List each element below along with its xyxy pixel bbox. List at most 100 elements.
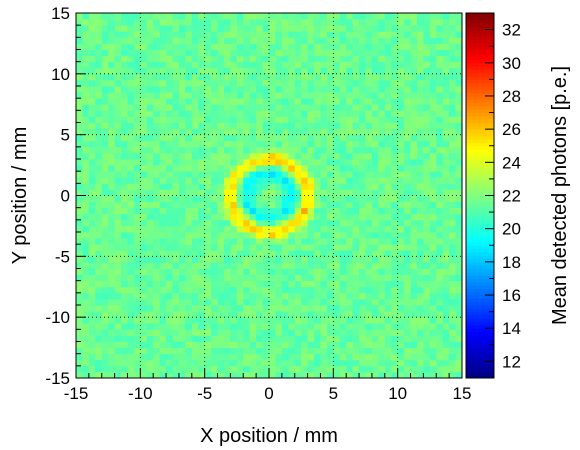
heatmap-cell <box>339 359 347 367</box>
heatmap-cell <box>211 280 218 288</box>
heatmap-cell <box>391 67 399 75</box>
heatmap-cell <box>442 25 450 32</box>
heatmap-cell <box>320 365 328 373</box>
heatmap-cell <box>307 43 315 50</box>
heatmap-cell <box>166 25 173 32</box>
heatmap-cell <box>204 213 212 221</box>
heatmap-cell <box>436 67 444 75</box>
heatmap-cell <box>333 177 341 184</box>
heatmap-cell <box>416 183 424 190</box>
heatmap-cell <box>121 292 128 300</box>
heatmap-cell <box>320 323 328 330</box>
heatmap-cell <box>88 152 96 160</box>
heatmap-cell <box>108 347 115 355</box>
heatmap-cell <box>294 128 302 136</box>
heatmap-cell <box>249 13 257 20</box>
heatmap-cell <box>333 128 341 136</box>
heatmap-cell <box>404 280 411 288</box>
heatmap-cell <box>236 256 244 263</box>
heatmap-cell <box>449 323 456 330</box>
heatmap-cell <box>333 13 341 20</box>
heatmap-cell <box>288 280 296 288</box>
heatmap-cell <box>397 183 405 190</box>
heatmap-cell <box>404 116 411 123</box>
colorbar-segment <box>466 324 494 329</box>
y-tick-label: 10 <box>51 65 70 84</box>
heatmap-cell <box>140 43 148 50</box>
heatmap-cell <box>256 189 263 196</box>
heatmap-cell <box>326 92 334 99</box>
heatmap-cell <box>178 298 186 306</box>
heatmap-cell <box>166 171 173 178</box>
heatmap-cell <box>146 292 154 300</box>
heatmap-cell <box>346 298 354 306</box>
heatmap-cell <box>127 341 135 348</box>
heatmap-cell <box>301 171 308 178</box>
heatmap-cell <box>76 122 83 129</box>
heatmap-cell <box>288 98 296 105</box>
heatmap-cell <box>391 98 399 105</box>
heatmap-cell <box>178 207 186 215</box>
heatmap-cell <box>178 134 186 142</box>
heatmap-cell <box>204 67 212 75</box>
heatmap-cell <box>262 92 270 99</box>
heatmap-cell <box>204 134 212 142</box>
heatmap-cell <box>288 250 296 257</box>
heatmap-cell <box>230 73 238 81</box>
heatmap-cell <box>76 268 83 275</box>
heatmap-cell <box>204 116 212 123</box>
heatmap-cell <box>371 274 379 282</box>
heatmap-cell <box>217 201 225 209</box>
heatmap-cell <box>114 201 122 209</box>
heatmap-cell <box>140 177 148 184</box>
heatmap-cell <box>95 98 103 105</box>
heatmap-cell <box>153 159 161 166</box>
heatmap-cell <box>416 165 424 172</box>
heatmap-cell <box>140 140 148 148</box>
heatmap-cell <box>391 171 399 178</box>
heatmap-cell <box>88 25 96 32</box>
heatmap-cell <box>429 61 437 69</box>
heatmap-cell <box>172 292 180 300</box>
heatmap-cell <box>256 244 263 251</box>
heatmap-cell <box>256 92 263 99</box>
heatmap-cell <box>371 159 379 166</box>
heatmap-cell <box>217 329 225 336</box>
heatmap-cell <box>76 256 83 263</box>
heatmap-cell <box>352 152 360 160</box>
heatmap-cell <box>121 110 128 117</box>
heatmap-cell <box>217 104 225 111</box>
heatmap-cell <box>269 25 276 32</box>
heatmap-cell <box>223 104 231 111</box>
heatmap-cell <box>172 37 180 44</box>
heatmap-cell <box>153 323 161 330</box>
heatmap-cell <box>391 213 399 221</box>
heatmap-cell <box>288 128 296 136</box>
heatmap-cell <box>281 43 289 50</box>
heatmap-cell <box>217 189 225 196</box>
heatmap-cell <box>294 134 302 142</box>
heatmap-cell <box>243 232 251 239</box>
heatmap-cell <box>198 305 206 312</box>
heatmap-cell <box>455 371 463 379</box>
heatmap-cell <box>76 189 83 196</box>
heatmap-cell <box>423 317 431 324</box>
heatmap-cell <box>449 159 456 166</box>
heatmap-cell <box>391 311 399 318</box>
heatmap-cell <box>178 31 186 38</box>
heatmap-cell <box>243 298 251 306</box>
heatmap-cell <box>339 274 347 282</box>
heatmap-cell <box>172 201 180 209</box>
heatmap-cell <box>127 43 135 50</box>
heatmap-cell <box>404 37 411 44</box>
heatmap-cell <box>455 159 463 166</box>
heatmap-cell <box>88 13 96 20</box>
heatmap-cell <box>371 195 379 202</box>
heatmap-cell <box>191 219 199 227</box>
heatmap-cell <box>243 79 251 87</box>
heatmap-cell <box>191 171 199 178</box>
heatmap-cell <box>307 25 315 32</box>
heatmap-cell <box>326 165 334 172</box>
heatmap-cell <box>262 195 270 202</box>
heatmap-cell <box>230 177 238 184</box>
